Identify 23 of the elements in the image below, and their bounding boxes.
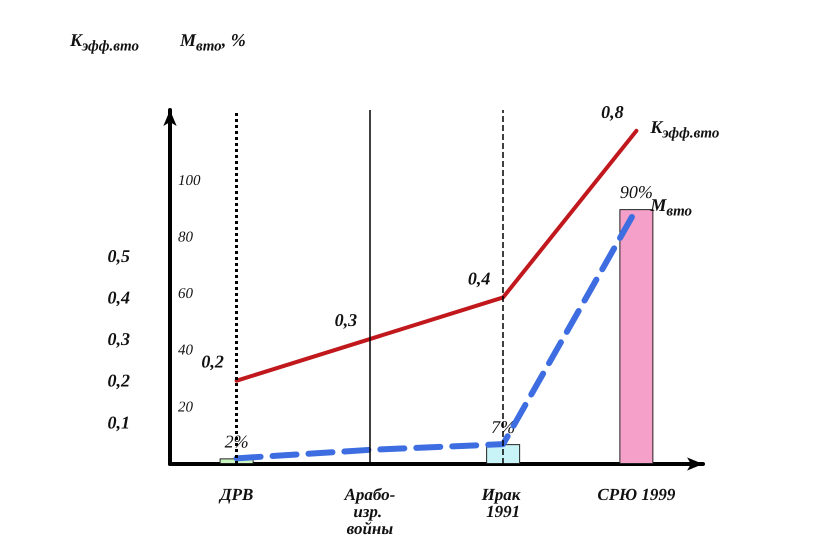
y-tick-label: 0,5 <box>108 246 130 266</box>
y2-axis-title: M$_{вто}$, % <box>180 30 246 56</box>
y2-tick-label: 20 <box>178 399 194 416</box>
data-label: 0,3 <box>334 310 358 330</box>
data-label: 0,8 <box>601 102 624 122</box>
y2-tick-label: 100 <box>178 172 201 189</box>
data-label: 0,4 <box>468 268 490 288</box>
x-tick-label: Арабо-изр. войны <box>343 485 396 538</box>
y2-tick-label: 80 <box>178 229 194 246</box>
y2-tick-label: 60 <box>178 286 194 302</box>
y-tick-label: 0,2 <box>108 370 130 391</box>
x-tick-label: ДРВ <box>218 485 254 504</box>
y-tick-label: 0,4 <box>108 287 130 308</box>
data-label: 0,2 <box>201 352 224 372</box>
y-tick-label: 0,3 <box>108 329 130 350</box>
y2-tick-label: 40 <box>178 342 194 359</box>
series-label: K$_{эфф.вто}$ <box>650 116 720 142</box>
x-tick-label: Ирак 1991 <box>480 485 525 521</box>
y-tick-label: 0,1 <box>108 412 130 432</box>
x-tick-label: СРЮ 1999 <box>597 485 676 504</box>
bar <box>619 209 654 464</box>
data-label: 90% <box>620 182 653 202</box>
y-axis-title: K$_{эфф.вто}$ <box>70 30 139 56</box>
